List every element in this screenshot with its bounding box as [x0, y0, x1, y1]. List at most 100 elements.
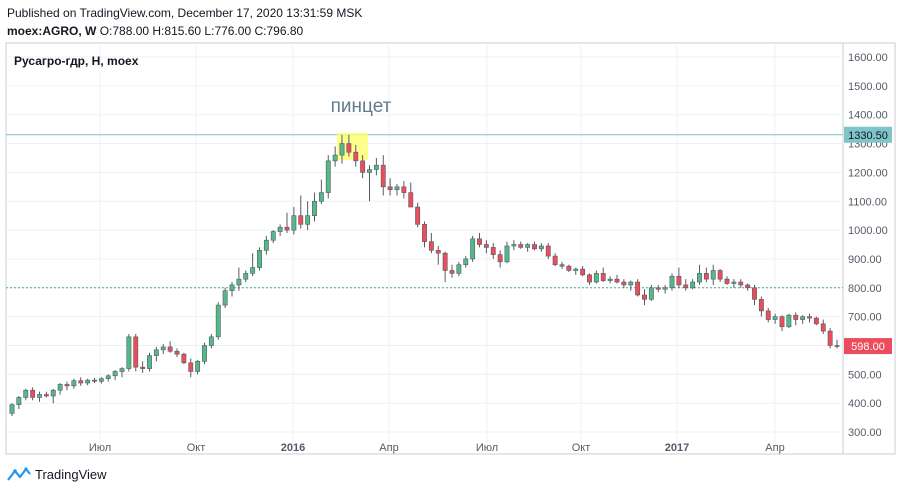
candle — [71, 378, 77, 389]
candle-body-down — [807, 316, 812, 319]
candle-body-up — [573, 268, 579, 271]
y-tick-label: 1600.00 — [848, 52, 888, 64]
candle-body-up — [373, 164, 379, 170]
price-labels: 1330.50 598.00 — [844, 126, 892, 355]
candle — [43, 391, 49, 398]
candle — [497, 250, 503, 268]
candle-body-down — [497, 254, 503, 263]
candle-body-down — [559, 264, 565, 267]
candle-body-up — [367, 169, 372, 173]
y-tick-label: 1500.00 — [848, 81, 888, 93]
candle — [593, 270, 599, 284]
candle — [614, 274, 620, 284]
symbol-label: moex:AGRO, W — [7, 24, 97, 38]
candle — [147, 352, 152, 372]
candle-body-up — [697, 273, 702, 283]
candle — [483, 240, 489, 254]
tradingview-logo-icon — [7, 467, 31, 481]
candle — [105, 374, 111, 382]
candle — [813, 316, 819, 326]
candle-body-up — [628, 281, 634, 286]
candle-body-down — [827, 330, 833, 346]
candle — [57, 383, 63, 395]
candle — [834, 339, 840, 349]
candle — [772, 313, 778, 324]
candle-body-down — [408, 192, 414, 208]
candle — [112, 370, 118, 381]
candle — [64, 381, 70, 391]
candle-body-up — [98, 378, 104, 382]
footer-brand[interactable]: TradingView — [7, 465, 107, 483]
candle-body-down — [820, 323, 826, 332]
candle-body-down — [415, 206, 421, 225]
ohlc-values: O:788.00 H:815.60 L:776.00 C:796.80 — [99, 24, 304, 38]
candle-body-up — [16, 397, 22, 405]
candle — [566, 264, 572, 272]
candle — [683, 279, 689, 291]
candle-body-down — [346, 143, 352, 153]
candle-body-up — [669, 275, 675, 289]
candle — [188, 358, 194, 378]
candle-body-up — [339, 143, 345, 156]
candle — [85, 378, 91, 386]
candle — [786, 313, 792, 329]
candle-body-up — [772, 316, 778, 320]
candle-body-down — [387, 186, 393, 191]
candle-body-down — [745, 284, 751, 289]
candle — [394, 183, 400, 196]
candle-body-down — [724, 278, 730, 284]
candle — [463, 256, 469, 268]
candle-body-down — [64, 384, 70, 387]
candle — [532, 241, 537, 251]
candle — [600, 267, 606, 283]
candle-body-up — [662, 287, 668, 290]
y-tick-label: 1100.00 — [848, 196, 887, 208]
candle — [827, 328, 833, 349]
candle-body-down — [676, 275, 682, 286]
candle-body-up — [50, 389, 56, 397]
x-tick-label: Июл — [476, 442, 498, 454]
brand-name: TradingView — [35, 466, 107, 482]
candle — [373, 157, 379, 176]
candle-body-up — [504, 245, 510, 263]
candle-body-up — [57, 384, 63, 391]
candle-body-down — [587, 274, 592, 283]
candle — [422, 221, 427, 248]
candle — [284, 212, 290, 233]
candle-body-down — [174, 350, 180, 355]
candle — [490, 243, 496, 259]
candle-body-up — [312, 200, 317, 216]
candle — [449, 264, 455, 278]
candle-body-up — [23, 389, 29, 398]
resistance-price-label: 1330.50 — [848, 130, 888, 142]
y-tick-label: 900.00 — [848, 254, 882, 266]
candle — [353, 144, 359, 167]
candle — [435, 245, 441, 265]
candle-body-down — [92, 379, 97, 382]
candle-body-down — [284, 226, 290, 231]
candle — [511, 240, 517, 251]
published-info: Published on TradingView.com, December 1… — [7, 6, 363, 20]
candle — [504, 241, 510, 264]
candle — [703, 267, 709, 283]
candle-body-down — [401, 186, 407, 193]
candle-body-up — [593, 273, 599, 283]
candle — [215, 302, 221, 340]
candle — [800, 315, 806, 324]
candle-body-down — [422, 224, 427, 242]
candle — [78, 377, 84, 386]
candle-body-up — [731, 281, 737, 284]
candle-body-down — [621, 281, 627, 286]
candle-body-down — [717, 270, 723, 280]
candle — [552, 253, 558, 267]
candle-body-down — [188, 362, 194, 372]
candle — [456, 261, 462, 277]
candle-body-up — [119, 368, 125, 372]
candle-body-up — [525, 244, 531, 248]
x-tick-label: Июл — [89, 442, 111, 454]
candle-body-up — [800, 316, 806, 320]
x-tick-label: 2016 — [281, 442, 305, 454]
candle — [401, 181, 407, 199]
candle — [298, 195, 304, 229]
